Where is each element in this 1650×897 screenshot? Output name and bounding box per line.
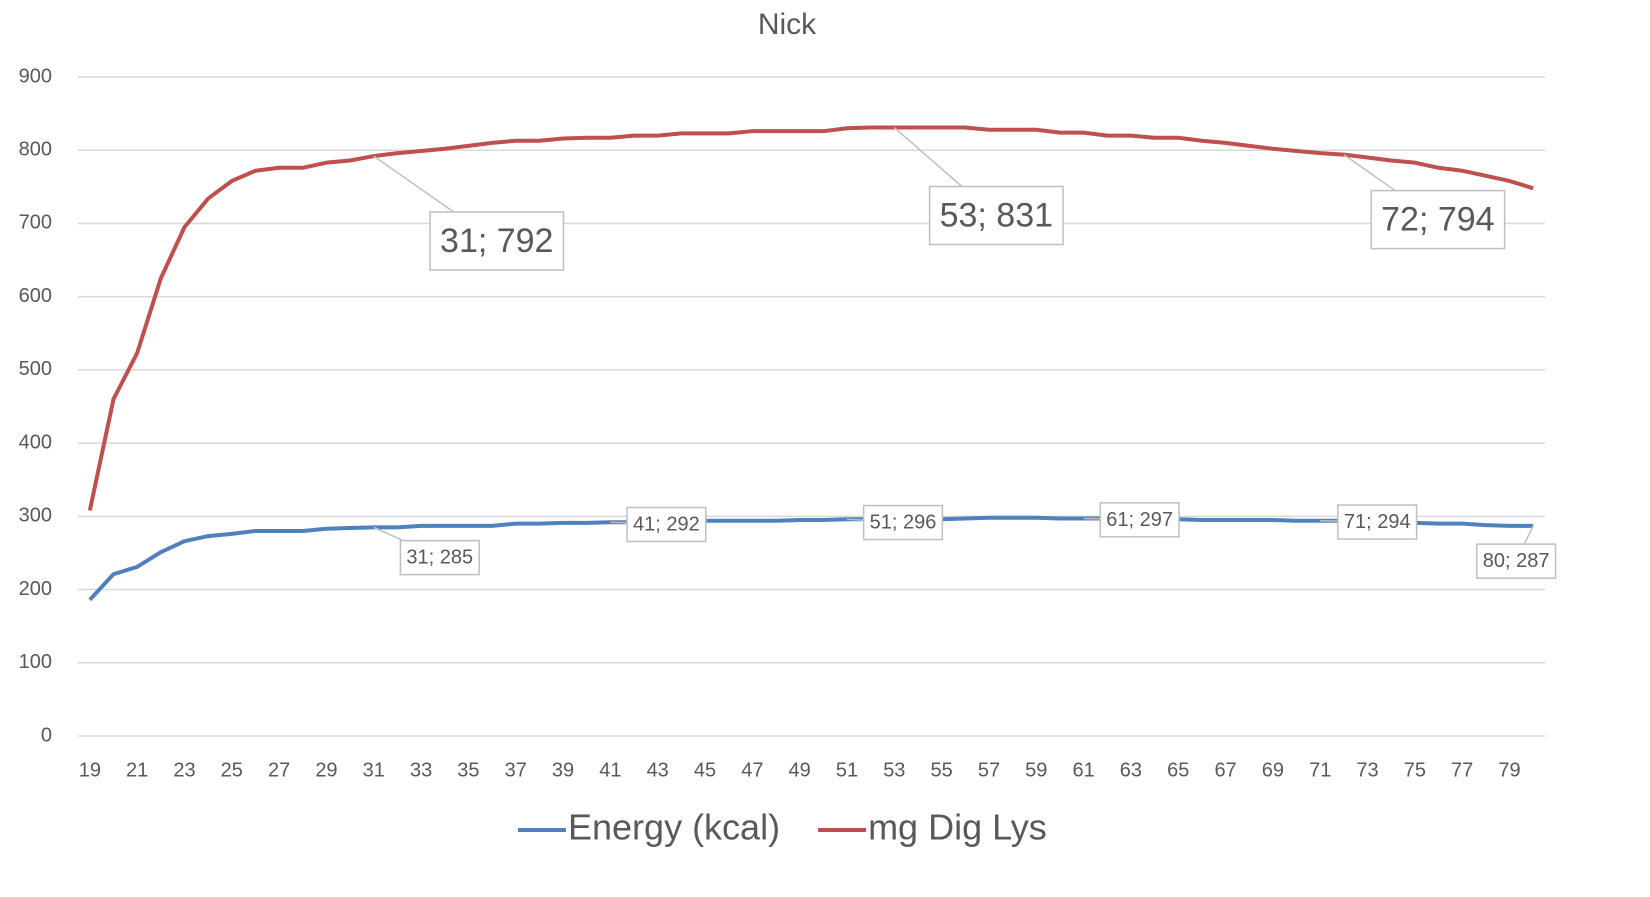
y-tick-label: 500 [19,358,52,380]
data-callout: 80; 287 [1476,525,1557,579]
callout-box [399,539,480,576]
x-tick-label: 21 [126,759,148,781]
x-tick-label: 45 [694,759,716,781]
x-tick-label: 19 [79,759,101,781]
data-label: 31; 792 [440,222,553,260]
data-label: 72; 794 [1381,201,1494,239]
callout-box [1476,543,1557,579]
x-tick-label: 67 [1214,759,1236,781]
x-tick-label: 39 [552,759,574,781]
data-callout: 51; 296 [846,504,944,541]
data-label: 71; 294 [1344,511,1411,533]
x-tick-label: 41 [599,759,621,781]
data-label: 41; 292 [633,513,700,535]
x-tick-label: 29 [315,759,337,781]
y-tick-label: 100 [19,651,52,673]
data-callout: 31; 285 [373,526,480,576]
x-tick-label: 23 [173,759,195,781]
x-tick-label: 69 [1262,759,1284,781]
chart-title: Nick [758,8,817,41]
legend: Energy (kcal) mg Dig Lys [518,807,1047,848]
x-tick-label: 51 [836,759,858,781]
callout-box [1099,502,1180,538]
x-tick-label: 37 [505,759,527,781]
x-tick-label: 73 [1356,759,1378,781]
x-tick-label: 75 [1404,759,1426,781]
data-callout: 71; 294 [1320,504,1418,540]
data-callout: 53; 831 [893,126,1064,246]
data-callout: 31; 792 [373,155,565,271]
data-callout: 72; 794 [1343,154,1506,250]
x-tick-label: 35 [457,759,479,781]
x-tick-label: 55 [931,759,953,781]
x-tick-label: 27 [268,759,290,781]
x-tick-label: 43 [647,759,669,781]
callout-box [1337,504,1418,540]
x-tick-label: 31 [363,759,385,781]
x-tick-label: 25 [221,759,243,781]
data-callout: 41; 292 [610,506,707,543]
y-tick-label: 800 [19,139,52,161]
callout-box [626,506,707,543]
x-tick-label: 71 [1309,759,1331,781]
data-label: 61; 297 [1106,509,1173,531]
x-tick-label: 65 [1167,759,1189,781]
callout-box [862,504,944,541]
y-tick-label: 400 [19,431,52,453]
x-tick-label: 79 [1498,759,1520,781]
data-label: 31; 285 [406,547,473,569]
x-tick-label: 59 [1025,759,1047,781]
x-tick-label: 77 [1451,759,1473,781]
y-tick-label: 700 [19,212,52,234]
legend-label: Energy (kcal) [568,807,780,848]
legend-label: mg Dig Lys [868,807,1047,848]
callout-box [1370,189,1506,250]
y-tick-label: 900 [19,65,52,87]
y-tick-label: 200 [19,578,52,600]
x-tick-label: 63 [1120,759,1142,781]
data-callout: 61; 297 [1083,502,1180,538]
x-tick-label: 53 [883,759,905,781]
data-label: 51; 296 [870,512,937,534]
x-tick-label: 49 [789,759,811,781]
y-tick-label: 600 [19,285,52,307]
series-line [87,125,1534,511]
y-tick-label: 300 [19,505,52,527]
data-label: 53; 831 [940,197,1053,235]
x-tick-label: 57 [978,759,1000,781]
callout-box [928,185,1064,246]
y-tick-label: 0 [41,724,52,746]
x-tick-label: 61 [1072,759,1094,781]
callout-box [429,211,565,271]
x-tick-label: 47 [741,759,763,781]
series-line [88,515,1534,602]
x-tick-label: 33 [410,759,432,781]
data-label: 80; 287 [1483,550,1550,572]
